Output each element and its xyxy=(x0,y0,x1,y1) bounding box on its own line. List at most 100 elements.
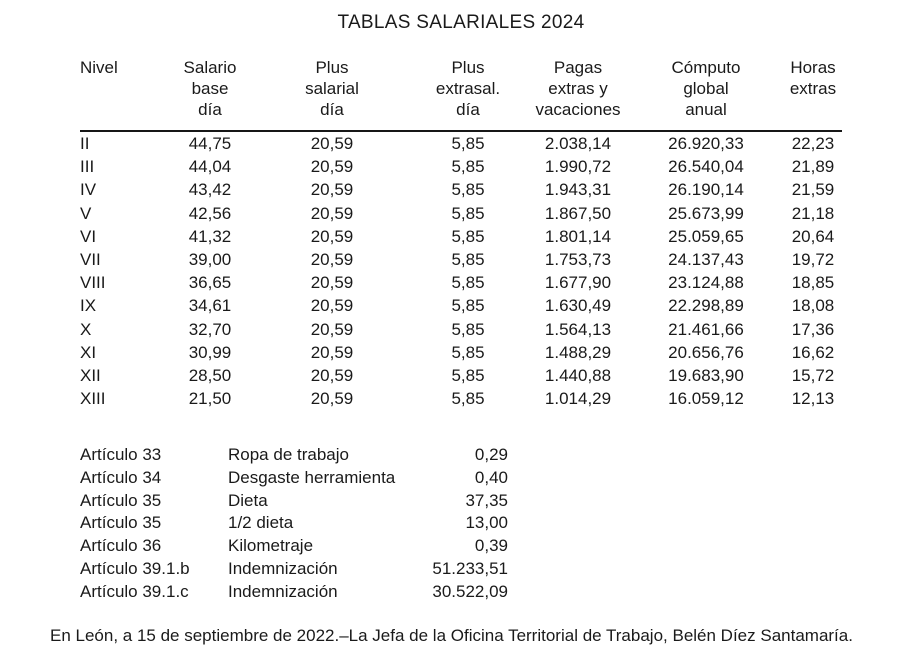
cell-horas-extras: 12,13 xyxy=(791,389,835,409)
cell-salario-base: 32,70 xyxy=(188,319,232,339)
cell-plus-extrasalarial: 5,85 xyxy=(451,203,485,223)
cell-computo-global: 25.673,99 xyxy=(668,203,744,223)
cell-plus-extrasalarial: 5,85 xyxy=(451,273,485,293)
cell-salario-base: 30,99 xyxy=(188,342,232,362)
cell-computo-global: 24.137,43 xyxy=(668,250,744,270)
cell-nivel: X xyxy=(80,319,92,339)
cell-horas-extras: 19,72 xyxy=(791,250,835,270)
cell-horas-extras: 16,62 xyxy=(791,342,835,362)
column-header-nivel: Nivel xyxy=(80,57,164,132)
cell-importe: 51.233,51 xyxy=(432,558,508,578)
cell-pagas-extras: 1.753,73 xyxy=(544,250,612,270)
article-row: Artículo 39.1.b Indemnización 51.233,51 xyxy=(80,558,508,581)
cell-plus-extrasalarial: 5,85 xyxy=(451,366,485,386)
cell-pagas-extras: 1.564,13 xyxy=(544,319,612,339)
cell-plus-salarial: 20,59 xyxy=(310,389,354,409)
salary-table: Nivel Salario base día Plus salarial día… xyxy=(80,57,842,410)
cell-salario-base: 44,04 xyxy=(188,157,232,177)
cell-concepto: Dieta xyxy=(228,490,268,510)
cell-articulo: Artículo 39.1.b xyxy=(80,558,190,578)
cell-horas-extras: 20,64 xyxy=(791,226,835,246)
cell-plus-salarial: 20,59 xyxy=(310,319,354,339)
cell-nivel: XI xyxy=(80,342,97,362)
column-header-pagas-extras: Pagas extras y vacaciones xyxy=(528,57,628,132)
cell-plus-salarial: 20,59 xyxy=(310,157,354,177)
table-row: II 44,75 20,59 5,85 2.038,14 26.920,33 2… xyxy=(80,131,842,155)
cell-articulo: Artículo 35 xyxy=(80,513,162,533)
article-row: Artículo 35 Dieta 37,35 xyxy=(80,490,508,513)
cell-salario-base: 41,32 xyxy=(188,226,232,246)
cell-nivel: II xyxy=(80,134,90,153)
cell-computo-global: 25.059,65 xyxy=(668,226,744,246)
cell-salario-base: 34,61 xyxy=(188,296,232,316)
cell-plus-salarial: 20,59 xyxy=(310,226,354,246)
cell-plus-extrasalarial: 5,85 xyxy=(451,157,485,177)
cell-nivel: VI xyxy=(80,226,97,246)
table-row: VIII 36,65 20,59 5,85 1.677,90 23.124,88… xyxy=(80,271,842,294)
cell-pagas-extras: 1.014,29 xyxy=(544,389,612,409)
page-title: TABLAS SALARIALES 2024 xyxy=(337,12,585,33)
cell-plus-extrasalarial: 5,85 xyxy=(451,319,485,339)
articles-table: Artículo 33 Ropa de trabajo 0,29 Artícul… xyxy=(80,444,508,604)
table-row: IV 43,42 20,59 5,85 1.943,31 26.190,14 2… xyxy=(80,178,842,201)
cell-articulo: Artículo 39.1.c xyxy=(80,581,189,601)
cell-importe: 37,35 xyxy=(465,490,508,510)
cell-nivel: IX xyxy=(80,296,97,316)
cell-plus-extrasalarial: 5,85 xyxy=(451,250,485,270)
cell-computo-global: 26.190,14 xyxy=(668,180,744,200)
cell-nivel: VII xyxy=(80,250,101,270)
cell-plus-salarial: 20,59 xyxy=(310,273,354,293)
cell-salario-base: 28,50 xyxy=(188,366,232,386)
cell-pagas-extras: 2.038,14 xyxy=(544,134,612,153)
cell-salario-base: 42,56 xyxy=(188,203,232,223)
column-header-horas-extras: Horas extras xyxy=(784,57,842,132)
cell-computo-global: 23.124,88 xyxy=(668,273,744,293)
table-row: X 32,70 20,59 5,85 1.564,13 21.461,66 17… xyxy=(80,318,842,341)
cell-pagas-extras: 1.488,29 xyxy=(544,342,612,362)
salary-table-body: II 44,75 20,59 5,85 2.038,14 26.920,33 2… xyxy=(80,131,842,410)
cell-computo-global: 26.540,04 xyxy=(668,157,744,177)
table-row: XI 30,99 20,59 5,85 1.488,29 20.656,76 1… xyxy=(80,341,842,364)
cell-nivel: XIII xyxy=(80,389,106,409)
column-header-plus-extrasalarial: Plus extrasal. día xyxy=(408,57,528,132)
cell-articulo: Artículo 35 xyxy=(80,490,162,510)
cell-importe: 13,00 xyxy=(465,513,508,533)
cell-plus-extrasalarial: 5,85 xyxy=(451,180,485,200)
table-row: VII 39,00 20,59 5,85 1.753,73 24.137,43 … xyxy=(80,248,842,271)
column-header-plus-salarial: Plus salarial día xyxy=(256,57,408,132)
cell-concepto: 1/2 dieta xyxy=(228,513,294,533)
cell-salario-base: 39,00 xyxy=(188,250,232,270)
cell-horas-extras: 21,89 xyxy=(791,157,835,177)
cell-plus-extrasalarial: 5,85 xyxy=(451,296,485,316)
cell-concepto: Indemnización xyxy=(228,581,338,601)
cell-concepto: Kilometraje xyxy=(228,536,314,556)
cell-salario-base: 44,75 xyxy=(188,134,232,153)
table-row: V 42,56 20,59 5,85 1.867,50 25.673,99 21… xyxy=(80,202,842,225)
cell-computo-global: 22.298,89 xyxy=(668,296,744,316)
salary-table-header: Nivel Salario base día Plus salarial día… xyxy=(80,57,842,132)
cell-pagas-extras: 1.990,72 xyxy=(544,157,612,177)
cell-computo-global: 16.059,12 xyxy=(668,389,744,409)
cell-pagas-extras: 1.440,88 xyxy=(544,366,612,386)
footer-text: En León, a 15 de septiembre de 2022.–La … xyxy=(50,626,853,645)
cell-horas-extras: 17,36 xyxy=(791,319,835,339)
article-row: Artículo 39.1.c Indemnización 30.522,09 xyxy=(80,581,508,604)
cell-nivel: IV xyxy=(80,180,97,200)
cell-nivel: VIII xyxy=(80,273,106,293)
article-row: Artículo 34 Desgaste herramienta 0,40 xyxy=(80,467,508,490)
cell-pagas-extras: 1.630,49 xyxy=(544,296,612,316)
column-header-computo-global: Cómputo global anual xyxy=(628,57,784,132)
cell-articulo: Artículo 33 xyxy=(80,445,162,464)
cell-plus-salarial: 20,59 xyxy=(310,180,354,200)
cell-computo-global: 20.656,76 xyxy=(668,342,744,362)
article-row: Artículo 35 1/2 dieta 13,00 xyxy=(80,512,508,535)
cell-importe: 30.522,09 xyxy=(432,581,508,601)
table-row: VI 41,32 20,59 5,85 1.801,14 25.059,65 2… xyxy=(80,225,842,248)
cell-plus-salarial: 20,59 xyxy=(310,296,354,316)
articles-table-body: Artículo 33 Ropa de trabajo 0,29 Artícul… xyxy=(80,444,508,604)
cell-salario-base: 43,42 xyxy=(188,180,232,200)
cell-computo-global: 26.920,33 xyxy=(668,134,744,153)
cell-plus-extrasalarial: 5,85 xyxy=(451,134,485,153)
table-row: XIII 21,50 20,59 5,85 1.014,29 16.059,12… xyxy=(80,387,842,410)
cell-nivel: XII xyxy=(80,366,101,386)
